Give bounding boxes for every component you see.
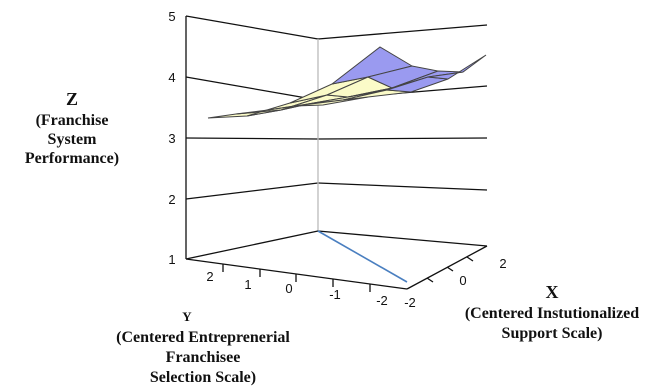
floor-diagonal bbox=[317, 230, 408, 283]
y-axis-label-line-3: Selection Scale) bbox=[150, 369, 256, 386]
x-axis-letter: X bbox=[546, 282, 559, 302]
back-wall-grid bbox=[185, 15, 488, 259]
z-axis-label-line-3: Performance) bbox=[25, 150, 119, 167]
z-axis-letter: Z bbox=[66, 89, 78, 109]
z-tick-5: 5 bbox=[168, 9, 175, 24]
y-tick-1: 1 bbox=[244, 277, 251, 292]
y-axis-label-line-1: (Centered Entreprenerial bbox=[116, 329, 290, 346]
y-tick-0: 0 bbox=[285, 281, 292, 296]
x-axis-label-line-1: (Centered Instutionalized bbox=[465, 305, 639, 322]
y-tick-2: 2 bbox=[206, 269, 213, 284]
y-tick-neg2: -2 bbox=[376, 293, 388, 308]
z-axis-label-line-1: (Franchise bbox=[36, 112, 109, 129]
gridline-z5-right bbox=[317, 24, 488, 40]
gridline-z3-right bbox=[317, 137, 488, 140]
x-tick-2: 2 bbox=[499, 256, 506, 271]
gridline-z2-left bbox=[185, 182, 319, 200]
y-axis-label-line-2: Franchisee bbox=[166, 349, 241, 366]
z-tick-2: 2 bbox=[168, 192, 175, 207]
y-axis-label: Y (Centered Entreprenerial Franchisee Se… bbox=[116, 309, 290, 386]
x-tick-mark bbox=[466, 256, 474, 262]
z-axis-label: Z (Franchise System Performance) bbox=[25, 89, 119, 167]
gridline-z4-left bbox=[185, 76, 319, 101]
x-axis-label: X (Centered Instutionalized Support Scal… bbox=[465, 282, 639, 342]
z-ticks: 5 4 3 2 1 bbox=[168, 9, 175, 267]
floor-edge-right bbox=[317, 230, 488, 247]
gridline-z3-left bbox=[185, 137, 319, 140]
x-tick-mark bbox=[426, 277, 434, 283]
floor bbox=[185, 230, 488, 292]
x-ticks: -2 0 2 bbox=[404, 256, 506, 310]
surface-mesh bbox=[207, 46, 487, 119]
z-axis-label-line-2: System bbox=[48, 131, 98, 148]
floor-edge-left bbox=[185, 230, 319, 260]
gridline-z5-left bbox=[185, 15, 319, 40]
z-tick-3: 3 bbox=[168, 131, 175, 146]
x-tick-mark bbox=[446, 266, 454, 272]
z-tick-4: 4 bbox=[168, 70, 175, 85]
gridline-z2-right bbox=[317, 182, 488, 191]
x-tick-0: 0 bbox=[459, 273, 466, 288]
surface-cell bbox=[427, 54, 487, 80]
x-tick-neg2: -2 bbox=[404, 295, 416, 310]
x-axis-label-line-2: Support Scale) bbox=[502, 325, 603, 342]
y-ticks: 2 1 0 -1 -2 bbox=[206, 269, 387, 308]
y-axis-letter: Y bbox=[182, 309, 192, 324]
z-tick-1: 1 bbox=[168, 252, 175, 267]
y-tick-neg1: -1 bbox=[329, 287, 341, 302]
